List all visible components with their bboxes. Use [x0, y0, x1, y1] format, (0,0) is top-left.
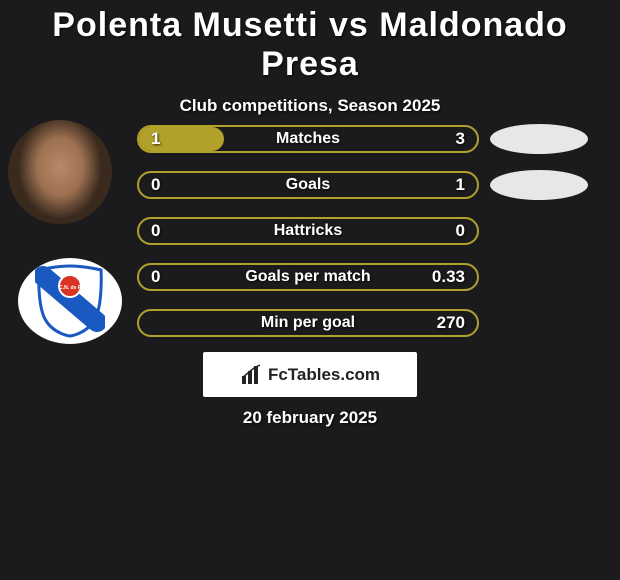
stat-label: Hattricks	[139, 219, 477, 243]
stat-left-value: 0	[151, 265, 160, 289]
right-share-oval	[490, 170, 588, 200]
chart-icon	[240, 364, 262, 386]
stat-pill: 0Goals per match0.33	[137, 263, 479, 291]
stat-row: 0Hattricks0	[0, 212, 620, 258]
stat-row: 0Goals per match0.33	[0, 258, 620, 304]
stat-left-value: 0	[151, 173, 160, 197]
stat-left-value: 0	[151, 219, 160, 243]
stat-label: Min per goal	[139, 311, 477, 335]
date-text: 20 february 2025	[0, 408, 620, 428]
stat-pill: Min per goal270	[137, 309, 479, 337]
stat-right-value: 0.33	[432, 265, 465, 289]
stat-label: Goals	[139, 173, 477, 197]
stat-row: 0Goals1	[0, 166, 620, 212]
stat-right-value: 0	[456, 219, 465, 243]
page-title: Polenta Musetti vs Maldonado Presa	[0, 0, 620, 84]
subtitle: Club competitions, Season 2025	[0, 96, 620, 116]
source-badge: FcTables.com	[203, 352, 417, 397]
source-badge-text: FcTables.com	[268, 365, 380, 385]
stat-right-value: 1	[456, 173, 465, 197]
stat-row: Min per goal270	[0, 304, 620, 350]
stat-right-value: 3	[456, 127, 465, 151]
stat-left-value: 1	[151, 127, 160, 151]
stat-pill: 0Hattricks0	[137, 217, 479, 245]
stat-pill: 1Matches3	[137, 125, 479, 153]
stat-label: Goals per match	[139, 265, 477, 289]
comparison-card: Polenta Musetti vs Maldonado Presa Club …	[0, 0, 620, 580]
right-share-oval	[490, 124, 588, 154]
stat-row: 1Matches3	[0, 120, 620, 166]
stat-right-value: 270	[437, 311, 465, 335]
stat-rows: 1Matches30Goals10Hattricks00Goals per ma…	[0, 120, 620, 350]
stat-pill: 0Goals1	[137, 171, 479, 199]
